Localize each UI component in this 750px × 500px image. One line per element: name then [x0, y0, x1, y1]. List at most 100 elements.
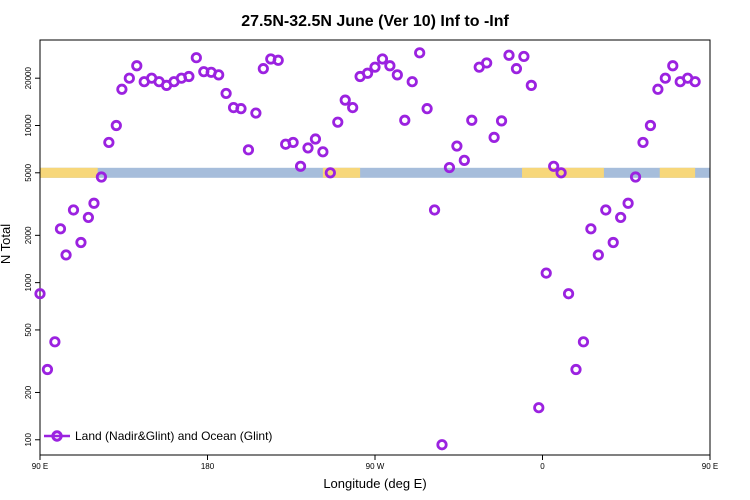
data-point	[82, 211, 94, 224]
y-axis-label: N Total	[0, 224, 13, 264]
y-tick-label: 1000	[24, 273, 33, 291]
data-point	[503, 49, 515, 61]
data-point	[332, 116, 344, 128]
data-point	[458, 154, 470, 166]
x-tick-label: 90 W	[366, 462, 385, 471]
data-point	[443, 161, 456, 174]
data-point	[272, 54, 284, 66]
land-segment	[322, 167, 361, 178]
plot-area: 90 E 180 90 W 0 90 E 10020050010002000500010…	[24, 39, 718, 471]
data-point	[131, 60, 143, 72]
data-point	[615, 211, 627, 224]
land-segment	[522, 167, 604, 178]
data-point	[518, 50, 530, 63]
data-point	[250, 107, 262, 119]
land-segment	[40, 167, 98, 178]
data-point	[116, 83, 128, 95]
data-point	[652, 83, 664, 95]
data-point	[629, 171, 642, 183]
data-point	[67, 204, 80, 216]
data-point	[466, 114, 478, 126]
data-point	[220, 87, 232, 100]
data-point	[570, 363, 582, 376]
ocean-strip	[40, 167, 710, 178]
data-point	[302, 142, 314, 154]
data-point	[540, 267, 552, 279]
data-point	[436, 439, 448, 451]
data-point	[384, 60, 396, 72]
y-tick-label: 500	[24, 323, 33, 337]
data-point	[667, 60, 679, 72]
data-point	[41, 363, 54, 376]
y-tick-label: 200	[24, 385, 33, 399]
data-point	[622, 197, 634, 209]
plot-frame	[39, 39, 711, 456]
data-point	[481, 57, 493, 69]
data-point	[34, 288, 46, 300]
y-tick-label: 20000	[24, 67, 33, 90]
data-point	[592, 249, 604, 261]
data-point	[399, 114, 411, 126]
data-point	[339, 94, 351, 106]
data-point	[428, 204, 441, 216]
data-point	[49, 336, 61, 348]
y-axis: 100 200 500 1000 2000 5000 10000 20000	[24, 67, 40, 447]
x-tick-label: 0	[540, 462, 545, 471]
data-point	[54, 223, 67, 235]
data-point	[88, 197, 100, 209]
data-point	[548, 160, 560, 172]
data-point	[600, 204, 612, 216]
data-point	[451, 140, 463, 152]
data-point	[294, 160, 307, 172]
data-point	[607, 236, 619, 249]
data-point	[488, 131, 500, 143]
data-point	[257, 63, 269, 75]
legend: Land (Nadir&Glint) and Ocean (Glint)	[44, 429, 272, 443]
data-point	[644, 119, 657, 132]
data-point	[287, 136, 299, 149]
x-tick-label: 90 E	[32, 462, 48, 471]
data-point	[562, 288, 575, 300]
data-point	[183, 70, 195, 83]
data-point	[242, 144, 255, 156]
data-point	[585, 223, 597, 235]
data-point	[369, 61, 381, 73]
data-point	[406, 76, 418, 88]
data-points	[34, 47, 701, 451]
data-point	[391, 69, 403, 81]
data-point	[235, 103, 247, 115]
data-point	[190, 52, 202, 64]
data-point	[525, 79, 537, 91]
data-point	[75, 236, 87, 249]
legend-label: Land (Nadir&Glint) and Ocean (Glint)	[75, 429, 272, 443]
data-point	[123, 72, 135, 84]
data-point	[324, 167, 336, 179]
map-strip	[40, 167, 710, 178]
x-tick-label: 90 E	[702, 462, 718, 471]
data-point	[361, 67, 374, 79]
data-point	[577, 336, 590, 348]
land-segment	[659, 167, 696, 178]
data-point	[317, 146, 329, 158]
x-axis-label: Longitude (deg E)	[323, 476, 426, 491]
data-point	[637, 136, 649, 149]
data-point	[110, 119, 122, 132]
legend-marker	[51, 430, 63, 442]
data-point	[421, 103, 433, 115]
data-point	[510, 63, 523, 75]
data-point	[689, 76, 701, 88]
y-tick-label: 2000	[24, 226, 33, 244]
y-tick-label: 10000	[24, 114, 33, 137]
chart-title: 27.5N-32.5N June (Ver 10) Inf to -Inf	[241, 13, 509, 30]
data-point	[376, 53, 389, 65]
data-point	[213, 69, 225, 81]
data-point	[103, 136, 115, 149]
data-point	[659, 72, 671, 84]
data-point	[533, 402, 545, 414]
data-point	[414, 47, 426, 59]
y-tick-label: 100	[24, 433, 33, 447]
data-point	[95, 171, 108, 183]
y-tick-label: 5000	[24, 163, 33, 181]
data-point	[60, 249, 72, 261]
